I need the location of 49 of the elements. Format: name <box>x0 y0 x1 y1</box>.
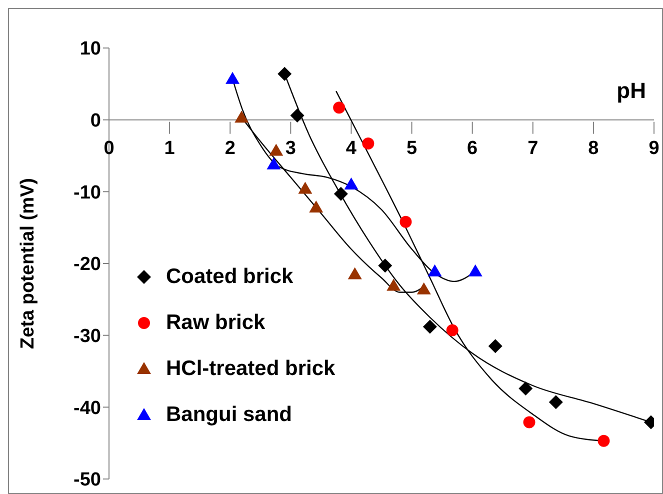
point <box>598 434 610 447</box>
y-tick-label: 0 <box>90 110 101 132</box>
x-tick-label: 4 <box>346 138 357 159</box>
x-tick-label: 3 <box>285 138 296 159</box>
x-axis-title: pH <box>616 78 646 103</box>
point <box>334 186 348 201</box>
point <box>362 138 374 150</box>
legend-label: HCl-treated brick <box>166 357 336 381</box>
point <box>422 320 437 334</box>
point <box>378 258 392 273</box>
x-tick-label: 5 <box>406 138 418 159</box>
point <box>386 278 401 291</box>
point <box>309 200 324 212</box>
point <box>488 339 502 354</box>
point <box>266 157 281 170</box>
y-axis-title: Zeta potential (mV) <box>18 178 39 350</box>
y-tick-label: -10 <box>74 182 101 204</box>
point <box>446 324 458 336</box>
x-tick-label: 2 <box>224 138 236 159</box>
x-tick-label: 7 <box>528 138 538 159</box>
point <box>428 264 442 276</box>
point <box>523 416 536 428</box>
x-tick-label: 0 <box>104 138 114 159</box>
y-tick-label: 10 <box>80 38 101 60</box>
point <box>344 177 358 190</box>
point <box>333 102 346 114</box>
point <box>298 182 312 194</box>
point <box>269 144 284 156</box>
point <box>518 381 533 396</box>
y-tick-label: -50 <box>74 470 101 491</box>
y-tick-label: -30 <box>74 326 101 348</box>
legend-label: Bangui sand <box>166 403 292 427</box>
x-tick-label: 1 <box>164 138 176 159</box>
point <box>548 395 563 410</box>
point <box>234 110 249 123</box>
y-tick-label: -40 <box>74 398 101 419</box>
point <box>226 72 240 84</box>
y-tick-label: -20 <box>74 254 101 276</box>
legend-label: Raw brick <box>166 311 266 335</box>
legend-label: Coated brick <box>166 265 294 289</box>
point <box>348 267 362 280</box>
point <box>278 66 292 81</box>
point <box>468 264 482 276</box>
point <box>416 282 431 294</box>
x-tick-label: 8 <box>588 138 599 159</box>
x-tick-label: 9 <box>648 138 660 159</box>
x-tick-label: 6 <box>467 138 478 159</box>
point <box>290 108 304 123</box>
point <box>400 216 412 228</box>
